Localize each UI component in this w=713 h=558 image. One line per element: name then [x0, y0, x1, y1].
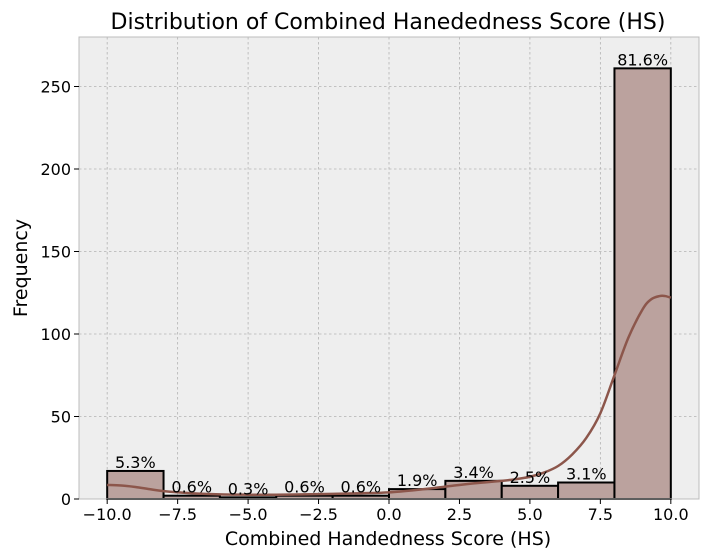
x-tick-label-7: 7.5 [588, 505, 613, 524]
x-tick-label-2: −5.0 [229, 505, 268, 524]
y-tick-label-5: 250 [40, 78, 71, 97]
bar-label-7: 2.5% [510, 468, 551, 487]
bar-label-3: 0.6% [284, 478, 325, 497]
x-tick-label-4: 0.0 [376, 505, 401, 524]
x-axis-ticks: −10.0 −7.5 −5.0 −2.5 0.0 2.5 5.0 7.5 10.0 [83, 499, 689, 524]
x-tick-label-6: 5.0 [517, 505, 542, 524]
grid-lines [79, 37, 699, 500]
histogram-bar-9 [613, 67, 672, 500]
x-tick-label-3: −2.5 [299, 505, 338, 524]
y-axis-label: Frequency [10, 219, 32, 317]
x-tick-label-8: 10.0 [653, 505, 689, 524]
y-tick-label-2: 100 [40, 325, 71, 344]
y-tick-label-0: 0 [61, 490, 71, 509]
bar-label-8: 3.1% [566, 465, 607, 484]
bar-label-1: 0.6% [171, 478, 212, 497]
x-axis-label: Combined Handedness Score (HS) [225, 528, 551, 550]
density-curve-line [107, 294, 672, 496]
bar-label-4: 0.6% [340, 478, 381, 497]
y-tick-label-1: 50 [51, 408, 71, 427]
y-tick-label-3: 150 [40, 243, 71, 262]
bar-label-6: 3.4% [453, 463, 494, 482]
bar-label-9: 81.6% [617, 50, 668, 69]
histogram-bar-8 [557, 481, 616, 500]
histogram-bar-7 [500, 484, 560, 500]
chart-title: Distribution of Combined Hanededness Sco… [111, 10, 666, 35]
x-tick-label-5: 2.5 [447, 505, 472, 524]
y-tick-label-4: 200 [40, 160, 71, 179]
x-tick-label-0: −10.0 [83, 505, 132, 524]
bar-percentage-labels: 5.3% 0.6% 0.3% 0.6% 0.6% 1.9% 3.4% 2.5% 3.1% 81.6… [115, 50, 668, 498]
y-axis-ticks: 0 50 100 150 200 250 [40, 78, 79, 509]
bar-label-5: 1.9% [397, 471, 438, 490]
bar-label-2: 0.3% [228, 479, 269, 498]
x-tick-label-1: −7.5 [158, 505, 197, 524]
bar-label-0: 5.3% [115, 453, 156, 472]
